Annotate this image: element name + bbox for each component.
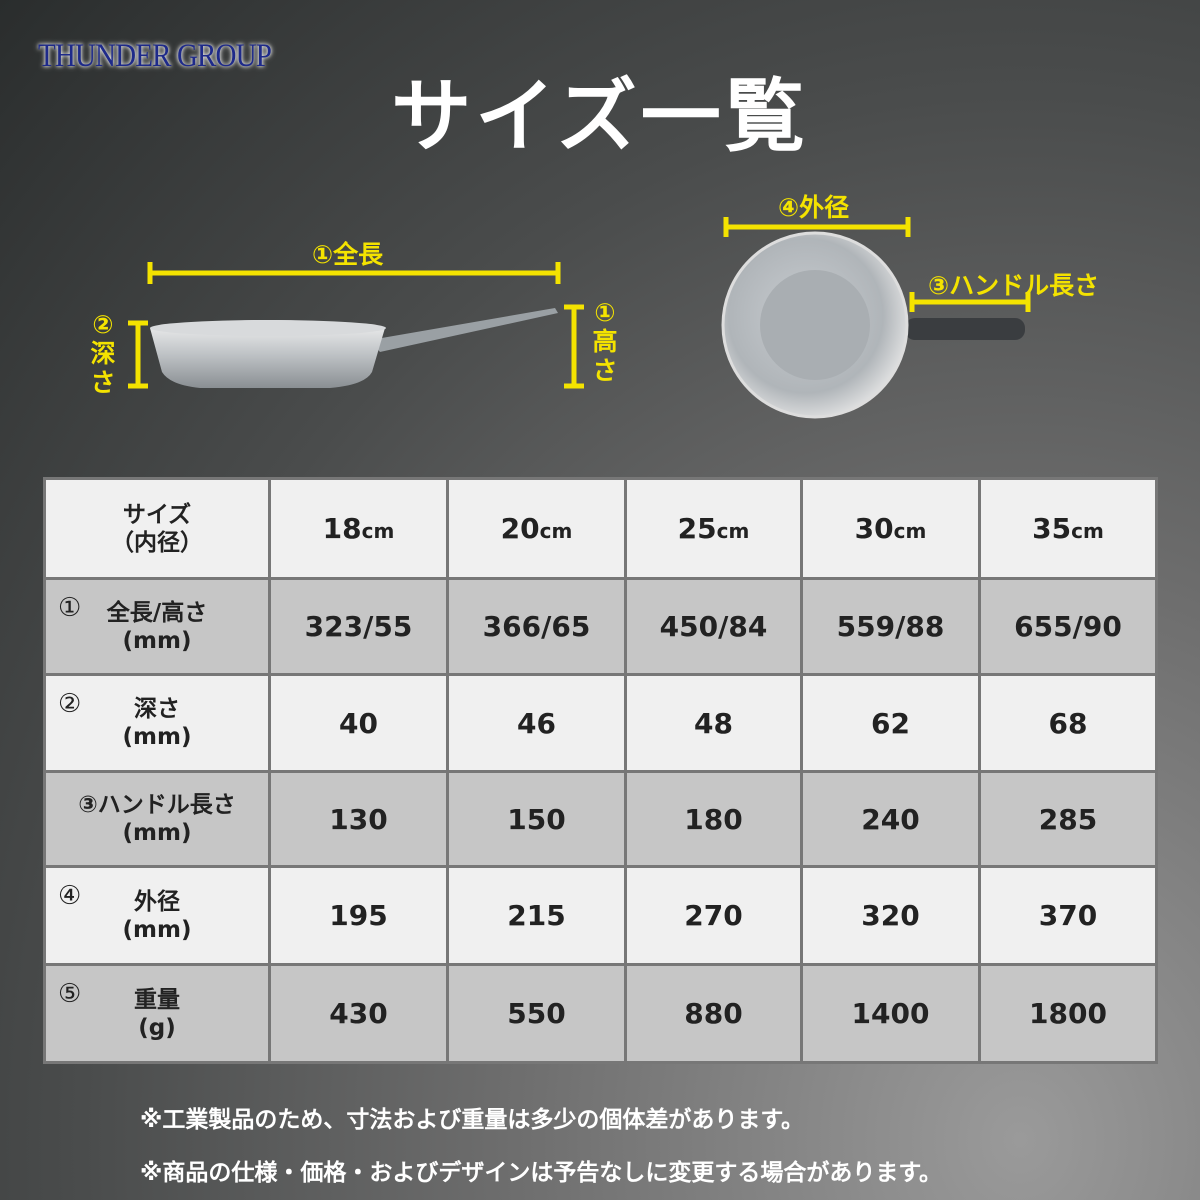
table-cell: 1800 [978,963,1158,1064]
table-cell: 68 [978,673,1158,773]
dimension-lines [128,217,1031,389]
row-label: ⑤ 重量 (g) [43,963,271,1064]
table-cell: 320 [800,865,981,966]
table-cell: 655/90 [978,577,1158,676]
size-30: 30cm [800,477,981,580]
table-cell: 323/55 [268,577,449,676]
table-cell: 195 [268,865,449,966]
note-2: ※商品の仕様・価格・およびデザインは予告なしに変更する場合があります。 [140,1160,943,1186]
table-cell: 880 [624,963,803,1064]
pan-side-view [150,308,558,388]
overall-length-label: ①全長 [312,240,384,269]
table-cell: 270 [624,865,803,966]
table-cell: 370 [978,865,1158,966]
table-cell: 46 [446,673,627,773]
pan-top-view [721,231,1025,419]
height-label: ①高さ [592,298,618,385]
handle-length-label: ③ハンドル長さ [928,271,1100,300]
table-row: ⑤ 重量 (g) 430 550 880 1400 1800 [43,963,1158,1064]
row-label: ② 深さ (mm) [43,673,271,773]
depth-label: ②深さ [90,310,116,397]
table-row: ④ 外径 (mm) 195 215 270 320 370 [43,865,1158,966]
row-label: ① 全長/高さ (mm) [43,577,271,676]
outer-diameter-label: ④外径 [778,193,850,222]
table-cell: 215 [446,865,627,966]
table-cell: 366/65 [446,577,627,676]
table-header-row: サイズ （内径） 18cm 20cm 25cm 30cm 35cm [43,477,1158,580]
table-row: ① 全長/高さ (mm) 323/55 366/65 450/84 559/88 655/90 [43,577,1158,676]
page-title: サイズ一覧 [391,69,809,163]
size-table: サイズ （内径） 18cm 20cm 25cm 30cm 35cm ① 全長/高さ(… [43,477,1158,1064]
table-row: ③ハンドル長さ (mm) 130 150 180 240 285 [43,770,1158,868]
size-20: 20cm [446,477,627,580]
table-cell: 62 [800,673,981,773]
note-1: ※工業製品のため、寸法および重量は多少の個体差があります。 [140,1107,805,1133]
row-label: ④ 外径 (mm) [43,865,271,966]
table-cell: 130 [268,770,449,868]
size-25: 25cm [624,477,803,580]
table-cell: 559/88 [800,577,981,676]
table-cell: 1400 [800,963,981,1064]
size-18: 18cm [268,477,449,580]
row-label: ③ハンドル長さ (mm) [43,770,271,868]
table-row: ② 深さ (mm) 40 46 48 62 68 [43,673,1158,773]
brand-logo: THUNDER GROUP [38,38,272,74]
table-cell: 48 [624,673,803,773]
table-cell: 40 [268,673,449,773]
table-cell: 180 [624,770,803,868]
table-cell: 150 [446,770,627,868]
table-cell: 240 [800,770,981,868]
table-cell: 450/84 [624,577,803,676]
table-cell: 285 [978,770,1158,868]
size-35: 35cm [978,477,1158,580]
header-label: サイズ （内径） [43,477,271,580]
table-cell: 430 [268,963,449,1064]
table-cell: 550 [446,963,627,1064]
pan-diagram [128,217,1031,419]
